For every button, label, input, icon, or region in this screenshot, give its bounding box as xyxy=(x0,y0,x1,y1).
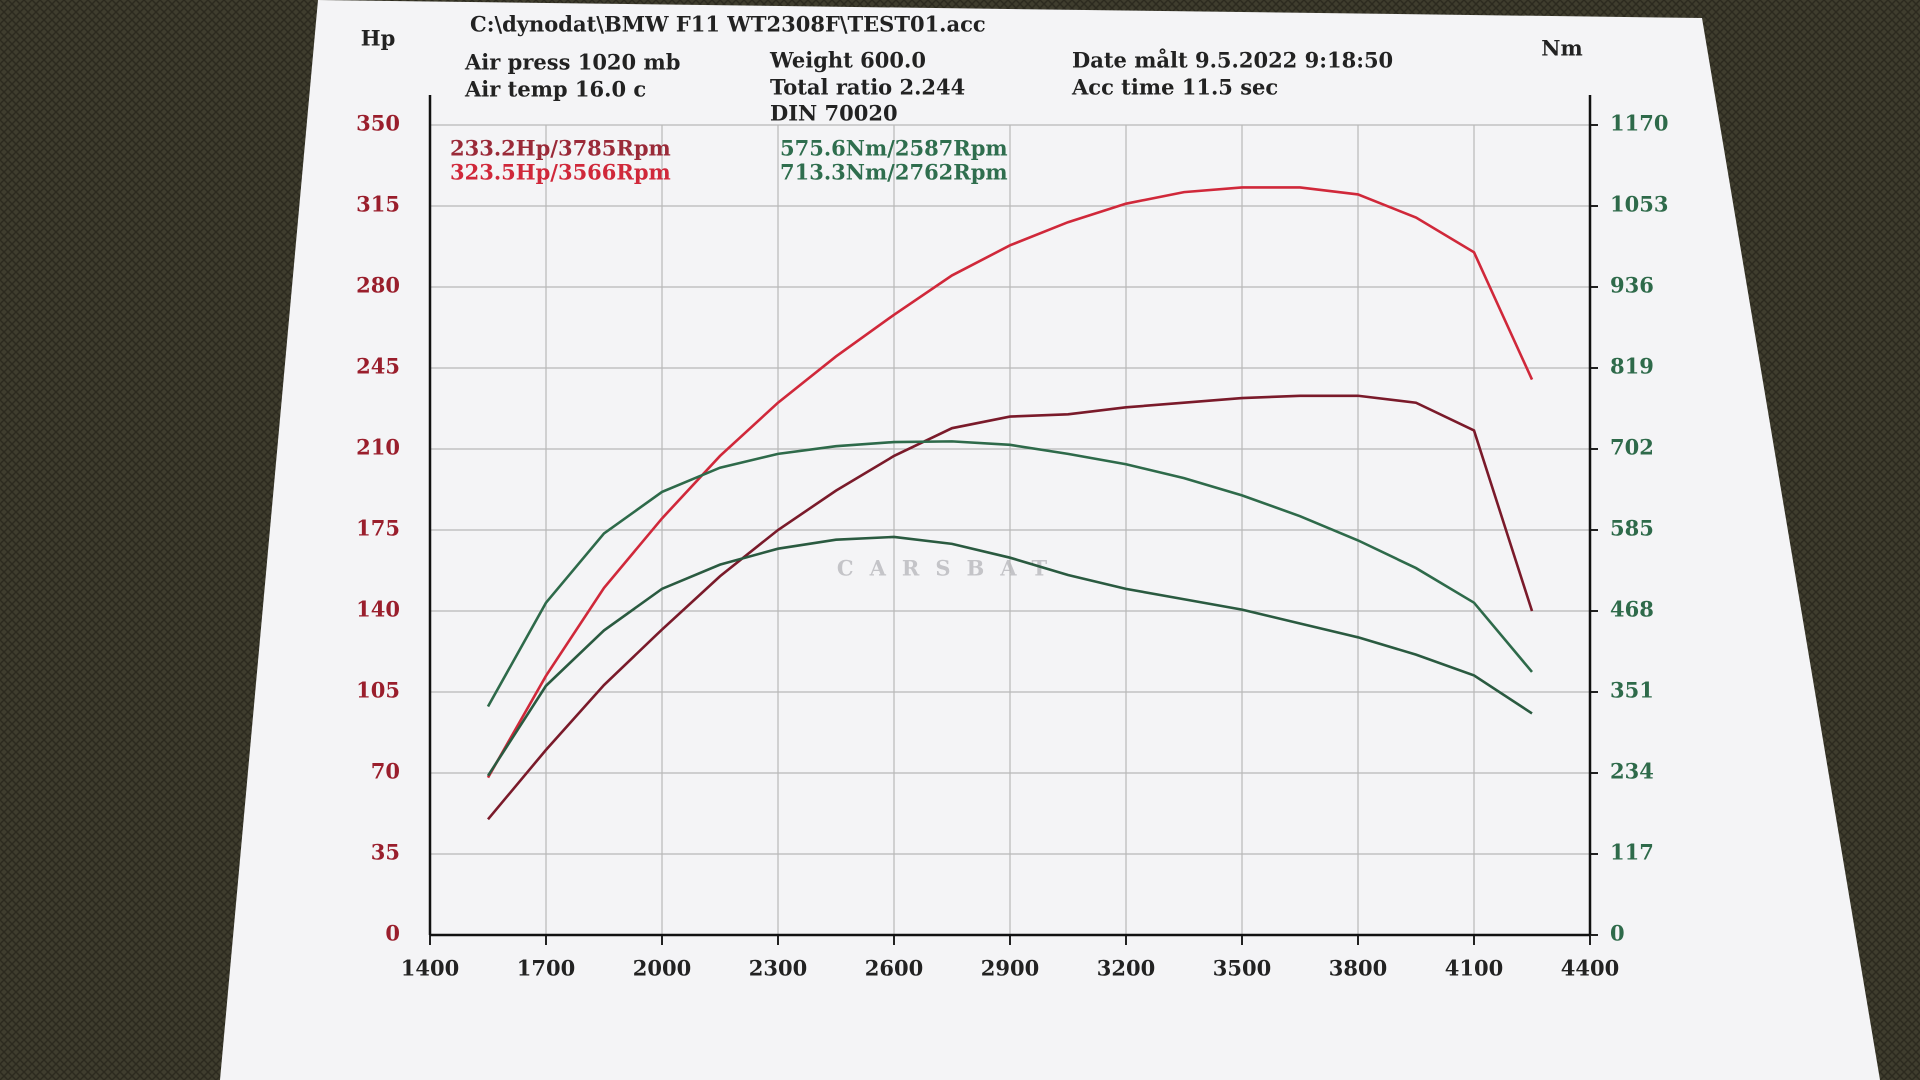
info: Total ratio 2.244 xyxy=(770,75,965,100)
info: Air temp 16.0 c xyxy=(464,77,646,102)
x-tick-label: 1700 xyxy=(517,956,575,981)
info: DIN 70020 xyxy=(770,101,898,126)
info: Weight 600.0 xyxy=(769,48,926,73)
annotation: 575.6Nm/2587Rpm xyxy=(780,136,1008,161)
chart-title: C:\dynodat\BMW F11 WT2308F\TEST01.acc xyxy=(470,12,986,37)
line xyxy=(487,394,1534,821)
x-tick-label: 3200 xyxy=(1097,956,1155,981)
x-tick-label: 1400 xyxy=(401,956,459,981)
y2-tick-label: 234 xyxy=(1610,759,1654,784)
y2-tick-label: 1053 xyxy=(1610,192,1668,217)
x-tick-label: 3800 xyxy=(1329,956,1387,981)
y-tick-label: 280 xyxy=(356,273,400,298)
info: Acc time 11.5 sec xyxy=(1071,75,1278,100)
x-tick-label: 4400 xyxy=(1561,956,1619,981)
y-tick-label: 105 xyxy=(356,678,400,703)
y2-tick-label: 585 xyxy=(1610,516,1654,541)
y2-tick-label: 117 xyxy=(1610,840,1654,865)
info: Air press 1020 mb xyxy=(464,50,680,75)
y2-tick-label: 1170 xyxy=(1610,111,1668,136)
y2-tick-label: 936 xyxy=(1610,273,1654,298)
y2-tick-label: 819 xyxy=(1610,354,1654,379)
line xyxy=(486,440,1533,708)
annotation: 323.5Hp/3566Rpm xyxy=(450,160,671,185)
paper xyxy=(220,0,1880,1080)
x-tick-label: 2300 xyxy=(749,956,807,981)
annotation: 713.3Nm/2762Rpm xyxy=(780,160,1008,185)
y-axis-label: Hp xyxy=(361,26,396,51)
x-tick-label: 2600 xyxy=(865,956,923,981)
line xyxy=(486,186,1534,779)
y-tick-label: 0 xyxy=(385,921,400,946)
x-tick-label: 4100 xyxy=(1445,956,1503,981)
info: Date målt 9.5.2022 9:18:50 xyxy=(1072,48,1393,73)
y2-tick-label: 468 xyxy=(1610,597,1654,622)
y2-tick-label: 351 xyxy=(1610,678,1654,703)
y-tick-label: 35 xyxy=(371,840,400,865)
y-tick-label: 140 xyxy=(356,597,400,622)
y2-axis-label: Nm xyxy=(1541,36,1582,61)
line xyxy=(486,535,1533,777)
y-tick-label: 210 xyxy=(356,435,400,460)
y2-tick-label: 702 xyxy=(1610,435,1654,460)
y-tick-label: 70 xyxy=(371,759,400,784)
x-tick-label: 2000 xyxy=(633,956,691,981)
annotation: 233.2Hp/3785Rpm xyxy=(450,136,671,161)
y-tick-label: 350 xyxy=(356,111,400,136)
y-tick-label: 245 xyxy=(356,354,400,379)
y2-tick-label: 0 xyxy=(1610,921,1625,946)
watermark: CARSBAT xyxy=(837,556,1063,581)
y-tick-label: 315 xyxy=(356,192,400,217)
x-tick-label: 2900 xyxy=(981,956,1039,981)
y-tick-label: 175 xyxy=(356,516,400,541)
x-tick-label: 3500 xyxy=(1213,956,1271,981)
